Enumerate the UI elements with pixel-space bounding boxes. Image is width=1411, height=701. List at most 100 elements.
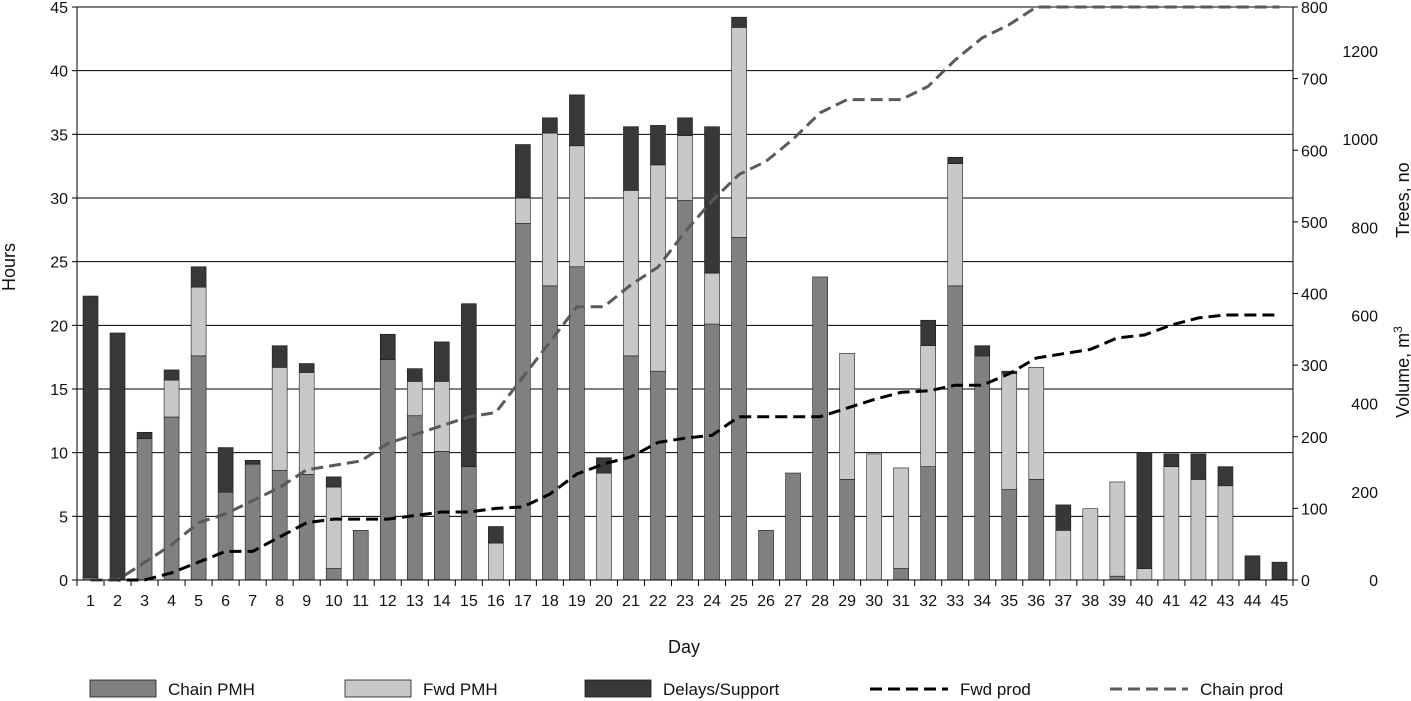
bar-fwd-pmh [920, 345, 937, 467]
bar-fwd-pmh [190, 286, 207, 357]
bar-fwd-pmh [298, 372, 315, 475]
y-tick-label: 5 [59, 509, 68, 526]
x-tick-label: 9 [302, 593, 311, 610]
y2-tick-label: 800 [1301, 0, 1328, 17]
bar-fwd-pmh [731, 27, 747, 238]
legend-label-fwd-pmh: Fwd PMH [423, 680, 498, 699]
x-tick-label: 38 [1081, 593, 1099, 610]
bar-delays-support [136, 431, 153, 439]
x-tick-label: 12 [379, 593, 397, 610]
x-tick-label: 39 [1108, 593, 1126, 610]
bar-fwd-pmh [704, 272, 720, 325]
legend-label-fwd-prod: Fwd prod [960, 680, 1031, 699]
y-tick-label: 10 [50, 446, 68, 463]
x-tick-label: 25 [730, 593, 748, 610]
bar-chain-pmh [812, 276, 828, 581]
bar-fwd-pmh [406, 381, 423, 417]
x-tick-label: 21 [622, 593, 640, 610]
bar-chain-pmh [515, 223, 531, 581]
x-tick-label: 35 [1000, 593, 1018, 610]
bar-fwd-pmh [1028, 367, 1045, 480]
bar-fwd-pmh [866, 453, 882, 581]
x-tick-label: 5 [194, 593, 203, 610]
bar-fwd-pmh [947, 163, 964, 287]
bar-chain-pmh [217, 491, 234, 581]
bar-chain-pmh [947, 285, 964, 581]
y-tick-label: 45 [50, 0, 68, 17]
bar-delays-support [731, 16, 747, 28]
x-tick-label: 36 [1027, 593, 1045, 610]
legend-label-delays-support: Delays/Support [663, 680, 780, 699]
x-tick-label: 27 [784, 593, 802, 610]
x-tick-label: 11 [352, 593, 369, 610]
bar-delays-support [1271, 561, 1288, 581]
bar-chain-pmh [785, 472, 801, 581]
x-tick-label: 10 [325, 593, 343, 610]
bar-chain-pmh [433, 451, 450, 581]
bar-delays-support [217, 447, 234, 493]
x-tick-label: 34 [973, 593, 991, 610]
bar-delays-support [650, 125, 666, 166]
legend-swatch-chain-pmh [89, 679, 157, 698]
x-tick-label: 26 [757, 593, 775, 610]
x-tick-label: 14 [433, 593, 451, 610]
x-tick-label: 24 [703, 593, 721, 610]
y3-tick-label: 200 [1351, 485, 1378, 502]
bar-delays-support [406, 368, 423, 382]
tick-labels: 1 2 3 4 5 6 7 8 9 10 11 12 13 14 15 16 17 18 19 20 21 22 23 24 2… [50, 0, 1378, 610]
y-axis-title: Hours [0, 243, 19, 291]
bar-delays-support [974, 345, 991, 357]
x-tick-label: 29 [838, 593, 856, 610]
y3-tick-label: 1200 [1342, 44, 1378, 61]
bar-chain-pmh [244, 463, 261, 581]
bar-delays-support [298, 363, 315, 373]
legend-swatch-delays-support [584, 679, 652, 698]
bar-chain-pmh [839, 479, 855, 581]
x-tick-label: 33 [946, 593, 964, 610]
bar-delays-support [947, 156, 964, 164]
bar-chain-pmh [1001, 489, 1018, 581]
y2-tick-label: 400 [1301, 287, 1328, 304]
bar-fwd-pmh [893, 467, 909, 569]
bar-delays-support [1136, 452, 1153, 569]
bar-chain-pmh [758, 530, 774, 581]
bar-chain-pmh [352, 530, 369, 581]
x-tick-label: 7 [248, 593, 257, 610]
x-tick-label: 31 [892, 593, 910, 610]
x-tick-label: 16 [487, 593, 505, 610]
bar-delays-support [433, 341, 450, 382]
y2-tick-label: 0 [1301, 573, 1310, 590]
bar-delays-support [677, 117, 693, 136]
y-tick-label: 20 [50, 318, 68, 335]
x-tick-label: 41 [1163, 593, 1181, 610]
x-tick-label: 17 [514, 593, 532, 610]
y-tick-label: 40 [50, 64, 68, 81]
x-tick-label: 3 [140, 593, 149, 610]
bar-chain-pmh [461, 466, 477, 581]
bar-chain-pmh [325, 568, 342, 581]
bar-delays-support [1217, 466, 1234, 487]
x-tick-label: 15 [460, 593, 478, 610]
bar-chain-pmh [1109, 575, 1126, 581]
y-tick-label: 35 [50, 127, 68, 144]
bar-fwd-pmh [433, 381, 450, 452]
bar-delays-support [1055, 504, 1072, 531]
x-tick-label: 6 [221, 593, 230, 610]
legend-swatch-fwd-pmh [344, 679, 412, 698]
y-tick-label: 15 [50, 382, 68, 399]
bar-delays-support [623, 126, 639, 191]
bar-chain-pmh [677, 200, 693, 581]
bar-delays-support [569, 94, 585, 147]
y2-axis-title: Volume, m3 [1391, 326, 1411, 418]
x-tick-label: 23 [676, 593, 694, 610]
x-tick-label: 19 [568, 593, 586, 610]
x-tick-label: 22 [649, 593, 667, 610]
x-tick-label: 13 [406, 593, 424, 610]
x-tick-label: 42 [1190, 593, 1208, 610]
x-axis-title: Day [668, 637, 700, 657]
bar-fwd-pmh [271, 367, 288, 471]
bar-delays-support [379, 333, 396, 361]
y2-tick-label: 100 [1301, 501, 1328, 518]
y3-axis-title: Trees, no [1393, 162, 1411, 237]
bar-fwd-pmh [596, 472, 612, 581]
